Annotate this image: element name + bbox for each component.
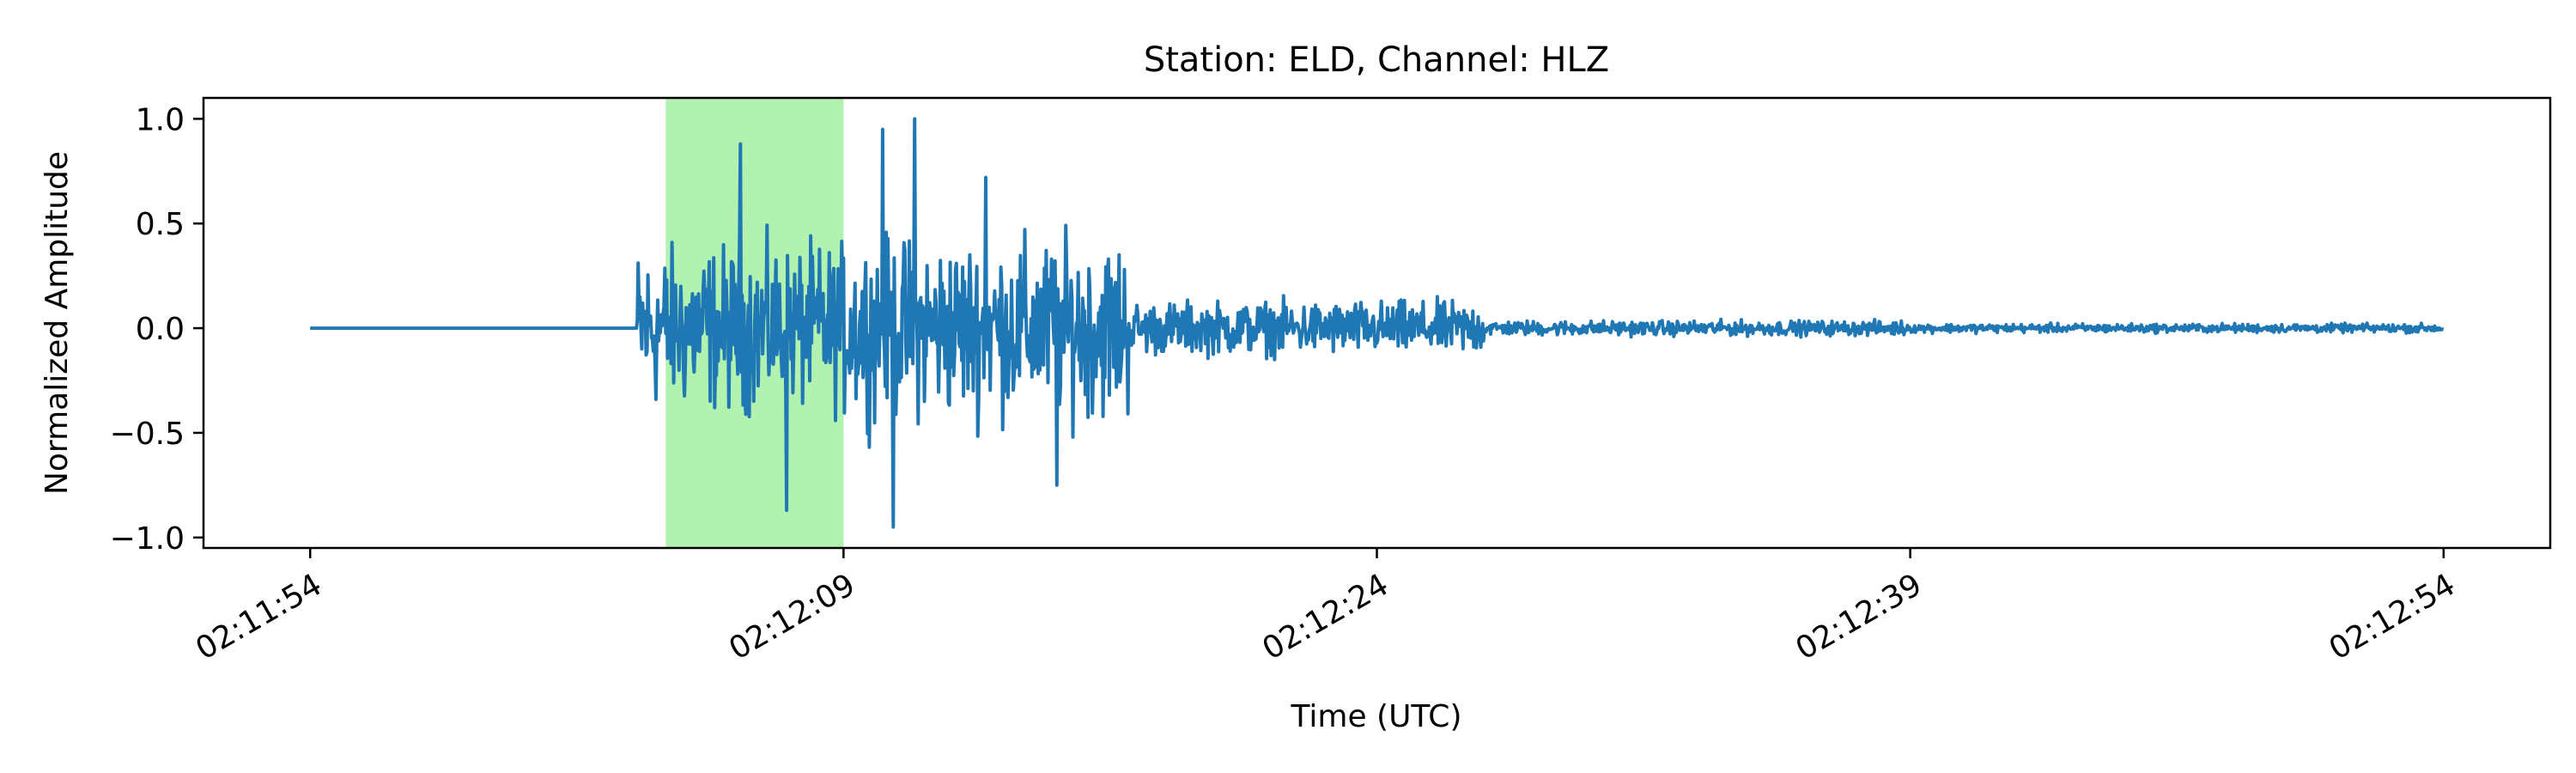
plot-area [202,96,2552,550]
y-axis-ticks: 1.0 0.5 0.0 −0.5 −1.0 [110,102,204,557]
y-tick-label: 0.5 [136,207,185,242]
x-axis-label: Time (UTC) [1290,699,1461,734]
y-tick-label: 1.0 [136,102,185,137]
waveform-line [309,117,2445,529]
chart-title: Station: ELD, Channel: HLZ [1144,40,1609,80]
y-tick-label: −0.5 [110,417,185,452]
y-tick-label: −1.0 [110,521,185,557]
y-tick-label: 0.0 [136,312,185,347]
y-axis-label: Normalized Amplitude [39,151,75,495]
